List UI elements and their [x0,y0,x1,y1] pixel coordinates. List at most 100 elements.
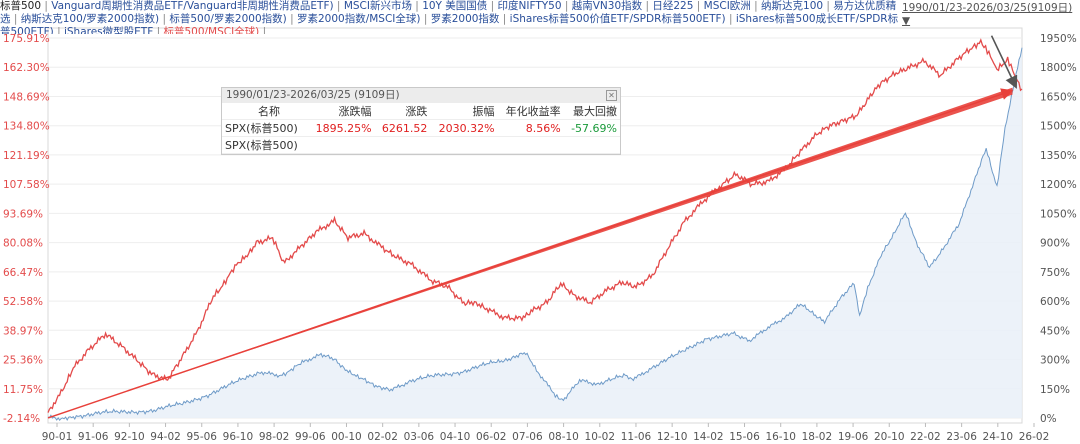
right-tick-label: 450% [1040,325,1070,337]
close-icon[interactable]: ✕ [606,90,617,101]
x-tick-label: 16-10 [765,431,796,443]
right-tick-label: 1050% [1040,208,1077,220]
index-tab-0[interactable]: 标普500 [0,0,42,12]
index-tab-11[interactable]: 标普500/罗素2000指数) [169,13,287,25]
x-tick-label: 98-02 [259,431,290,443]
separator: | [41,0,52,12]
index-tab-16[interactable]: iShares微型股ETF [63,26,154,34]
separator: | [642,0,653,12]
stats-table: 名称 涨跌幅 涨跌 振幅 年化收益率 最大回撤 SPX(标普500) 1895.25% 626… [222,103,620,154]
x-tick-label: 03-06 [404,431,435,443]
right-tick-label: 150% [1040,384,1070,396]
stats-cell: -57.69% [563,119,620,137]
stats-header-cell: 振幅 [430,103,498,120]
x-tick-label: 23-06 [946,431,977,443]
x-tick-label: 06-02 [476,431,507,443]
x-tick-label: 10-02 [585,431,616,443]
left-tick-label: 175.91% [3,33,50,45]
x-tick-label: 90-01 [42,431,73,443]
x-tick-label: 20-10 [874,431,905,443]
stats-cell [307,136,375,154]
right-tick-label: 1350% [1040,150,1077,162]
x-tick-label: 92-10 [114,431,145,443]
left-tick-label: 52.58% [3,296,43,308]
right-tick-label: 1950% [1040,33,1077,45]
index-tab-1[interactable]: Vanguard周期性消费品ETF/Vanguard非周期性消费品ETF) [51,0,334,12]
left-axis: 175.91% 162.30% 148.69% 134.80% 121.19% 107.5… [3,33,50,425]
table-row: SPX(标普500) 1895.25% 6261.52 2030.32% 8.56% -5… [222,119,620,137]
index-tab-3[interactable]: 10Y 美国国债 [422,0,488,12]
index-tab-9[interactable]: 易方达优质精选 [0,0,897,25]
stats-cell: SPX(标普500) [222,119,308,137]
index-tab-12[interactable]: 罗素2000指数/MSCI全球) [296,13,421,25]
separator: | [693,0,704,12]
x-tick-label: 22-02 [910,431,941,443]
index-tab-17[interactable]: 标普500/MSCI全球) [163,26,260,34]
index-tab-5[interactable]: 越南VN30指数 [571,0,643,12]
separator: | [561,0,572,12]
left-tick-label: 162.30% [3,62,50,74]
left-tick-label: 121.19% [3,150,50,162]
x-tick-label: 91-06 [78,431,109,443]
stats-cell: SPX(标普500) [222,136,308,154]
separator: | [10,13,21,25]
x-tick-label: 24-10 [983,431,1014,443]
index-tab-6[interactable]: 日经225 [652,0,694,12]
chevron-down-icon[interactable]: ▼ [902,15,911,27]
index-tab-4[interactable]: 印度NIFTY50 [497,0,562,12]
right-tick-label: 0% [1040,413,1057,425]
x-tick-label: 04-10 [440,431,471,443]
stats-cell [430,136,498,154]
stats-panel: 1990/01/23-2026/03/25 (9109日) ✕ 名称 涨跌幅 涨跌振… [221,87,621,155]
separator: | [153,26,164,34]
stats-header-cell: 涨跌幅 [307,103,375,120]
left-tick-label: -2.14% [3,413,40,425]
right-tick-label: 300% [1040,355,1070,367]
separator: | [159,13,170,25]
stats-header-row: 名称 涨跌幅 涨跌 振幅 年化收益率 最大回撤 [222,103,620,120]
left-tick-label: 107.58% [3,179,50,191]
index-tab-2[interactable]: MSCI新兴市场 [343,0,412,12]
separator: | [823,0,834,12]
left-tick-label: 148.69% [3,91,50,103]
left-tick-label: 93.69% [3,208,43,220]
left-tick-label: 11.75% [3,384,43,396]
index-tab-15[interactable]: iShares标普500成长ETF/SPDR标普500ETF) [0,13,899,34]
x-tick-label: 99-06 [295,431,326,443]
stats-cell: 2030.32% [430,119,498,137]
stats-panel-title-bar: 1990/01/23-2026/03/25 (9109日) ✕ [222,88,620,103]
right-tick-label: 1500% [1040,121,1077,133]
x-tick-label: 19-06 [838,431,869,443]
stats-cell [374,136,431,154]
right-tick-label: 1200% [1040,179,1077,191]
x-tick-label: 02-02 [367,431,398,443]
index-tab-10[interactable]: 纳斯达克100/罗素2000指数) [20,13,160,25]
index-tab-8[interactable]: 纳斯达克100 [761,0,824,12]
stats-cell [563,136,620,154]
x-tick-label: 12-10 [657,431,688,443]
stats-cell [497,136,564,154]
index-tab-13[interactable]: 罗素2000指数 [430,13,500,25]
x-tick-label: 95-06 [186,431,217,443]
separator: | [333,0,344,12]
right-axis: 1950% 1800% 1650% 1500% 1350% 1200% 1050% 900% 7… [1040,33,1077,425]
date-range-selector[interactable]: 1990/01/23-2026/03/25(9109日) ▼ [902,0,1080,27]
index-tab-14[interactable]: iShares标普500价值ETF/SPDR标普500ETF) [509,13,726,25]
series-lines [47,38,1023,422]
left-tick-label: 134.80% [3,121,50,133]
index-tab-7[interactable]: MSCI欧洲 [703,0,751,12]
stats-header-cell: 涨跌 [374,103,431,120]
x-tick-label: 11-06 [621,431,652,443]
separator: | [259,26,267,34]
table-row: SPX(标普500) [222,136,620,154]
benchmark-series-area [48,47,1022,421]
separator: | [411,0,423,12]
stats-cell: 6261.52 [374,119,431,137]
separator: | [53,26,64,34]
date-range-label[interactable]: 1990/01/23-2026/03/25(9109日) [902,2,1073,14]
separator: | [286,13,297,25]
stats-panel-title: 1990/01/23-2026/03/25 (9109日) [226,89,400,101]
series-line-0 [47,47,1023,422]
x-tick-label: 18-02 [802,431,833,443]
